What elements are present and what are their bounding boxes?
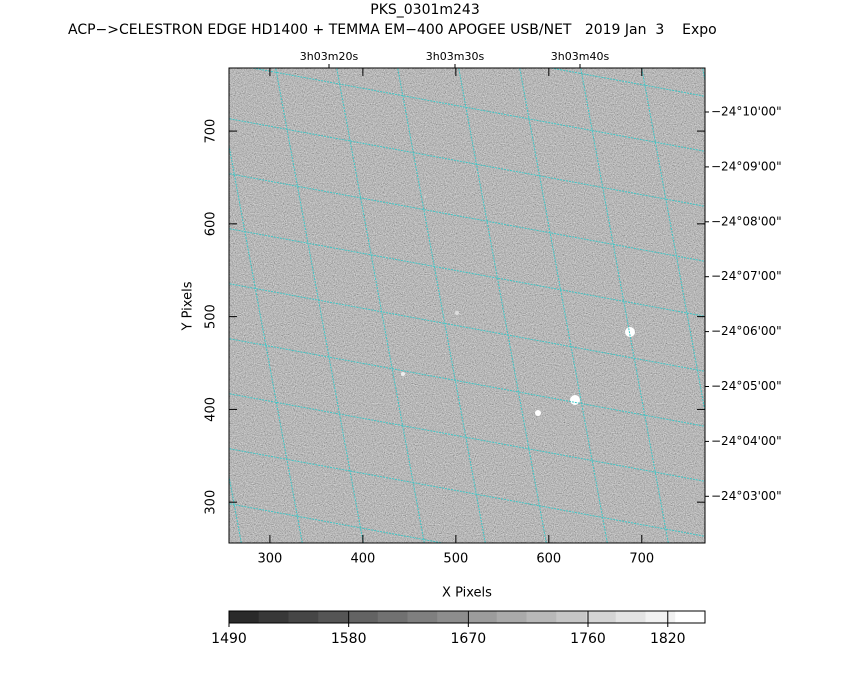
colorbar-step bbox=[258, 611, 289, 623]
ra-label: 3h03m30s bbox=[426, 50, 485, 63]
x-tick-label: 500 bbox=[443, 552, 468, 567]
star bbox=[625, 327, 635, 337]
colorbar-tick-label: 1490 bbox=[211, 631, 247, 647]
ra-label: 3h03m20s bbox=[300, 50, 359, 63]
colorbar-step bbox=[675, 611, 706, 623]
ra-grid-line bbox=[89, 48, 184, 563]
y-axis-label: Y Pixels bbox=[181, 281, 196, 331]
colorbar-step bbox=[437, 611, 468, 623]
ra-grid-line bbox=[229, 142, 303, 543]
colorbar-step bbox=[288, 611, 319, 623]
ra-grid-line bbox=[28, 48, 123, 563]
dec-grid-line bbox=[229, 118, 705, 207]
ra-grid-line bbox=[760, 48, 850, 563]
dec-grid-line bbox=[229, 448, 705, 537]
dec-label: −24°04'00" bbox=[711, 434, 782, 448]
colorbar-step bbox=[318, 611, 349, 623]
dec-label: −24°05'00" bbox=[711, 379, 782, 393]
x-tick-label: 300 bbox=[257, 552, 282, 567]
colorbar-step bbox=[556, 611, 587, 623]
ra-grid-line bbox=[458, 68, 547, 543]
subtitle: ACP−>CELESTRON EDGE HD1400 + TEMMA EM−40… bbox=[68, 22, 717, 38]
ra-grid-line bbox=[580, 68, 669, 543]
y-tick-label: 300 bbox=[204, 490, 219, 515]
star bbox=[535, 410, 541, 416]
colorbar-step bbox=[645, 611, 676, 623]
plot-frame bbox=[228, 67, 706, 544]
dec-grid-line bbox=[229, 173, 705, 262]
colorbar-tick-label: 1580 bbox=[331, 631, 367, 647]
colorbar-step bbox=[496, 611, 527, 623]
star bbox=[423, 195, 427, 199]
colorbar-step bbox=[348, 611, 379, 623]
x-tick-label: 400 bbox=[350, 552, 375, 567]
dec-label: −24°08'00" bbox=[711, 214, 782, 228]
colorbar-step bbox=[615, 611, 646, 623]
x-tick-label: 600 bbox=[536, 552, 561, 567]
dec-label: −24°06'00" bbox=[711, 324, 782, 338]
star bbox=[570, 395, 580, 405]
dec-label: −24°03'00" bbox=[711, 489, 782, 503]
dec-grid-line bbox=[229, 338, 705, 427]
ra-grid-line bbox=[702, 68, 705, 84]
ra-grid-line bbox=[641, 68, 705, 414]
colorbar-tick-label: 1760 bbox=[570, 631, 606, 647]
colorbar-tick-label: 1670 bbox=[451, 631, 487, 647]
ra-grid-line bbox=[821, 48, 850, 563]
y-tick-label: 500 bbox=[204, 304, 219, 329]
image-noise bbox=[229, 68, 705, 543]
y-tick-label: 700 bbox=[204, 119, 219, 144]
colorbar-step bbox=[526, 611, 557, 623]
colorbar-step bbox=[229, 611, 260, 623]
ra-grid-line bbox=[397, 68, 486, 543]
colorbar-step bbox=[467, 611, 498, 623]
dec-label: −24°10'00" bbox=[711, 105, 782, 119]
star bbox=[455, 311, 459, 315]
dec-label: −24°07'00" bbox=[711, 269, 782, 283]
colorbar-step bbox=[377, 611, 408, 623]
y-tick-label: 400 bbox=[204, 397, 219, 422]
stars bbox=[401, 195, 635, 416]
dec-grid-line bbox=[229, 503, 446, 543]
dec-grid-line bbox=[249, 68, 705, 152]
colorbar-tick-label: 1820 bbox=[650, 631, 686, 647]
dec-grid-line bbox=[229, 393, 705, 482]
dec-grid-line bbox=[229, 283, 705, 372]
star bbox=[401, 372, 405, 376]
ra-grid-line bbox=[336, 68, 425, 543]
ra-grid-line bbox=[275, 68, 364, 543]
x-tick-label: 700 bbox=[629, 552, 654, 567]
ra-grid-line bbox=[519, 68, 608, 543]
ra-grid-line bbox=[0, 48, 1, 563]
colorbar-step bbox=[407, 611, 438, 623]
ra-grid-line bbox=[0, 48, 62, 563]
dec-grid-line bbox=[229, 228, 705, 317]
x-axis-label: X Pixels bbox=[442, 586, 492, 601]
y-tick-label: 600 bbox=[204, 211, 219, 236]
ra-label: 3h03m40s bbox=[551, 50, 610, 63]
dec-label: −24°09'00" bbox=[711, 159, 782, 173]
title: PKS_0301m243 bbox=[370, 2, 480, 18]
colorbar-step bbox=[586, 611, 617, 623]
